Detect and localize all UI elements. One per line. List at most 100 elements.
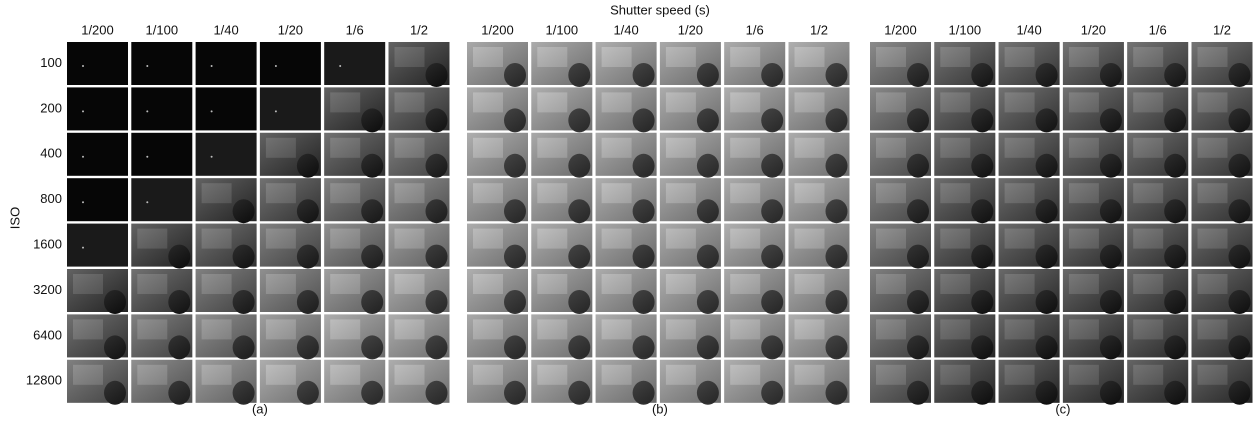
photo-shade	[195, 314, 257, 358]
photo-shade	[1127, 42, 1189, 85]
photo-cell	[67, 223, 128, 267]
photo-shade	[595, 42, 657, 85]
column-label: 1/2	[810, 22, 828, 37]
photo-shade	[724, 269, 786, 312]
photo-shade	[1127, 87, 1189, 131]
photo-shade	[467, 314, 528, 358]
photo-shade	[934, 269, 996, 312]
photo-light	[274, 110, 277, 113]
photo-shade	[659, 87, 721, 131]
photo-shade	[1127, 223, 1189, 267]
photo-shade	[259, 223, 321, 267]
panel-caption: (a)	[252, 401, 268, 416]
photo-shade	[467, 87, 528, 131]
photo-shade	[595, 132, 657, 176]
row-label: 1600	[33, 237, 62, 252]
photo-light	[339, 65, 342, 67]
photo-light	[82, 246, 84, 249]
photo-shade	[195, 269, 257, 312]
photo-shade	[1191, 223, 1253, 267]
column-label: 1/40	[1016, 22, 1041, 37]
photo-shade	[388, 178, 450, 222]
photo-shade	[724, 314, 786, 358]
photo-shade	[998, 359, 1060, 403]
photo-shade	[388, 87, 450, 131]
photo-shade	[788, 132, 850, 176]
column-label: 1/6	[346, 22, 364, 37]
photo-shade	[131, 269, 193, 312]
photo-shade	[788, 223, 850, 267]
row-label: 100	[40, 55, 62, 70]
photo-shade	[595, 314, 657, 358]
photo-cell	[131, 178, 193, 222]
photo-shade	[388, 269, 450, 312]
photo-light	[82, 201, 84, 204]
photo-shade	[870, 42, 931, 85]
photo-shade	[388, 314, 450, 358]
photo-shade	[1062, 359, 1124, 403]
photo-shade	[324, 269, 386, 312]
photo-light	[146, 65, 149, 67]
photo-shade	[998, 87, 1060, 131]
photo-shade	[388, 42, 450, 85]
photo-shade	[934, 314, 996, 358]
photo-shade	[467, 178, 528, 222]
row-label: 12800	[26, 373, 62, 388]
photo-shade	[1191, 314, 1253, 358]
photo-shade	[67, 314, 128, 358]
photo-shade	[324, 359, 386, 403]
photo-shade	[659, 178, 721, 222]
photo-cell	[195, 87, 257, 131]
photo-shade	[1127, 314, 1189, 358]
photo-shade	[595, 178, 657, 222]
column-label: 1/40	[213, 22, 238, 37]
photo-shade	[1191, 42, 1253, 85]
photo-shade	[259, 314, 321, 358]
photo-shade	[595, 359, 657, 403]
photo-shade	[659, 314, 721, 358]
photo-shade	[1062, 42, 1124, 85]
photo-shade	[67, 359, 128, 403]
photo-shade	[998, 269, 1060, 312]
photo-shade	[1191, 87, 1253, 131]
photo-shade	[531, 314, 593, 358]
photo-shade	[259, 269, 321, 312]
photo-shade	[467, 42, 528, 85]
column-label: 1/100	[146, 22, 179, 37]
photo-shade	[788, 269, 850, 312]
photo-shade	[195, 178, 257, 222]
photo-light	[146, 201, 149, 204]
photo-shade	[659, 132, 721, 176]
photo-shade	[788, 359, 850, 403]
row-label: 6400	[33, 327, 62, 342]
photo-shade	[998, 132, 1060, 176]
photo-shade	[724, 132, 786, 176]
photo-shade	[1191, 178, 1253, 222]
photo-shade	[1062, 314, 1124, 358]
photo-shade	[1062, 178, 1124, 222]
column-label: 1/20	[1081, 22, 1106, 37]
photo-shade	[531, 42, 593, 85]
photo-shade	[934, 223, 996, 267]
photo-light	[274, 65, 277, 67]
photo-shade	[934, 87, 996, 131]
photo-shade	[531, 359, 593, 403]
photo-cell	[131, 87, 193, 131]
photo-cell	[67, 132, 128, 176]
photo-shade	[467, 269, 528, 312]
photo-cell	[131, 42, 193, 85]
photo-shade	[595, 87, 657, 131]
photo-shade	[1062, 223, 1124, 267]
photo-shade	[531, 178, 593, 222]
photo-shade	[388, 359, 450, 403]
photo-light	[210, 155, 213, 158]
photo-light	[146, 110, 149, 113]
photo-shade	[259, 132, 321, 176]
photo-shade	[870, 314, 931, 358]
photo-shade	[998, 178, 1060, 222]
photo-cell	[67, 42, 128, 85]
photo-shade	[870, 223, 931, 267]
photo-light	[146, 155, 149, 158]
photo-shade	[531, 223, 593, 267]
photo-shade	[870, 269, 931, 312]
